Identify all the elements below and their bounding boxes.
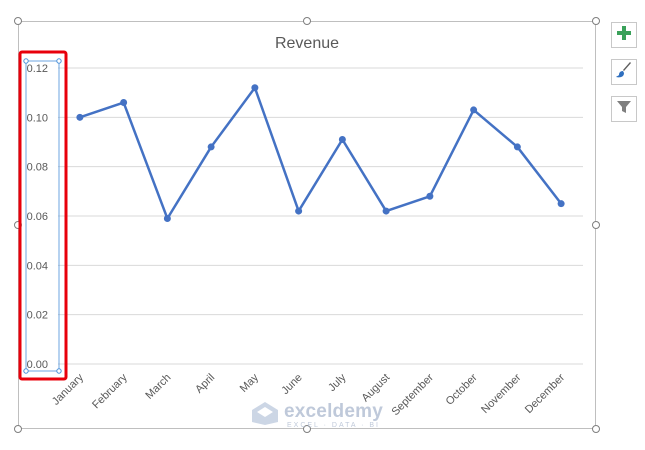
resize-handle-bottom[interactable] bbox=[303, 425, 311, 433]
data-point[interactable] bbox=[207, 143, 215, 151]
x-tick-label: July bbox=[326, 371, 349, 394]
chart-styles-button[interactable] bbox=[611, 59, 637, 85]
data-point[interactable] bbox=[426, 192, 434, 200]
y-tick-label: 0.10 bbox=[27, 112, 48, 124]
x-tick-label: March bbox=[143, 372, 173, 402]
chart-filters-button[interactable] bbox=[611, 96, 637, 122]
data-point[interactable] bbox=[513, 143, 521, 151]
y-tick-label: 0.12 bbox=[27, 63, 48, 75]
data-point[interactable] bbox=[120, 99, 128, 107]
watermark: exceldemy EXCEL · DATA · BI bbox=[250, 400, 383, 431]
x-tick-label: June bbox=[279, 372, 304, 397]
y-tick-label: 0.06 bbox=[27, 211, 48, 223]
data-point[interactable] bbox=[163, 214, 171, 222]
data-point[interactable] bbox=[76, 113, 84, 121]
resize-handle-top[interactable] bbox=[303, 17, 311, 25]
resize-handle-bottom-left[interactable] bbox=[14, 425, 22, 433]
x-tick-label: December bbox=[523, 371, 568, 416]
axis-selection-box bbox=[25, 60, 60, 372]
x-tick-label: April bbox=[193, 372, 217, 396]
data-point[interactable] bbox=[557, 200, 565, 208]
y-tick-label: 0.04 bbox=[27, 260, 48, 272]
axis-selection-handle[interactable] bbox=[56, 58, 62, 64]
data-point[interactable] bbox=[295, 207, 303, 215]
resize-handle-top-left[interactable] bbox=[14, 17, 22, 25]
data-point[interactable] bbox=[382, 207, 390, 215]
brush-icon bbox=[615, 61, 633, 84]
axis-selection-handle[interactable] bbox=[56, 368, 62, 374]
watermark-tagline: EXCEL · DATA · BI bbox=[286, 421, 380, 429]
resize-handle-bottom-right[interactable] bbox=[592, 425, 600, 433]
chart-title: Revenue bbox=[275, 35, 339, 52]
vertical-axis[interactable]: 0.00 0.02 0.04 0.06 0.08 0.10 0.12 bbox=[27, 63, 48, 371]
chart-elements-button[interactable] bbox=[611, 22, 637, 48]
x-tick-label: September bbox=[389, 371, 436, 418]
x-tick-label: February bbox=[90, 371, 130, 411]
gridlines bbox=[58, 67, 583, 365]
watermark-name: exceldemy bbox=[284, 400, 383, 422]
axis-selection-handle[interactable] bbox=[23, 58, 29, 64]
axis-selection-handle[interactable] bbox=[23, 368, 29, 374]
x-tick-label: May bbox=[238, 371, 262, 395]
data-point[interactable] bbox=[470, 106, 478, 114]
series-revenue[interactable] bbox=[76, 84, 565, 222]
axis-selection bbox=[18, 50, 68, 381]
resize-handle-top-right[interactable] bbox=[592, 17, 600, 25]
plus-icon bbox=[616, 25, 632, 46]
y-tick-label: 0.00 bbox=[27, 359, 48, 371]
data-point[interactable] bbox=[338, 136, 346, 144]
funnel-icon bbox=[616, 99, 632, 120]
x-tick-label: January bbox=[50, 371, 87, 408]
axis-highlight-box bbox=[18, 50, 68, 381]
resize-handle-right[interactable] bbox=[592, 221, 600, 229]
y-tick-label: 0.02 bbox=[27, 310, 48, 322]
y-tick-label: 0.08 bbox=[27, 162, 48, 174]
data-point[interactable] bbox=[251, 84, 259, 92]
x-tick-label: November bbox=[479, 371, 524, 416]
x-tick-label: October bbox=[444, 371, 480, 407]
exceldemy-logo-icon bbox=[250, 400, 280, 431]
series-line[interactable] bbox=[79, 86, 563, 220]
